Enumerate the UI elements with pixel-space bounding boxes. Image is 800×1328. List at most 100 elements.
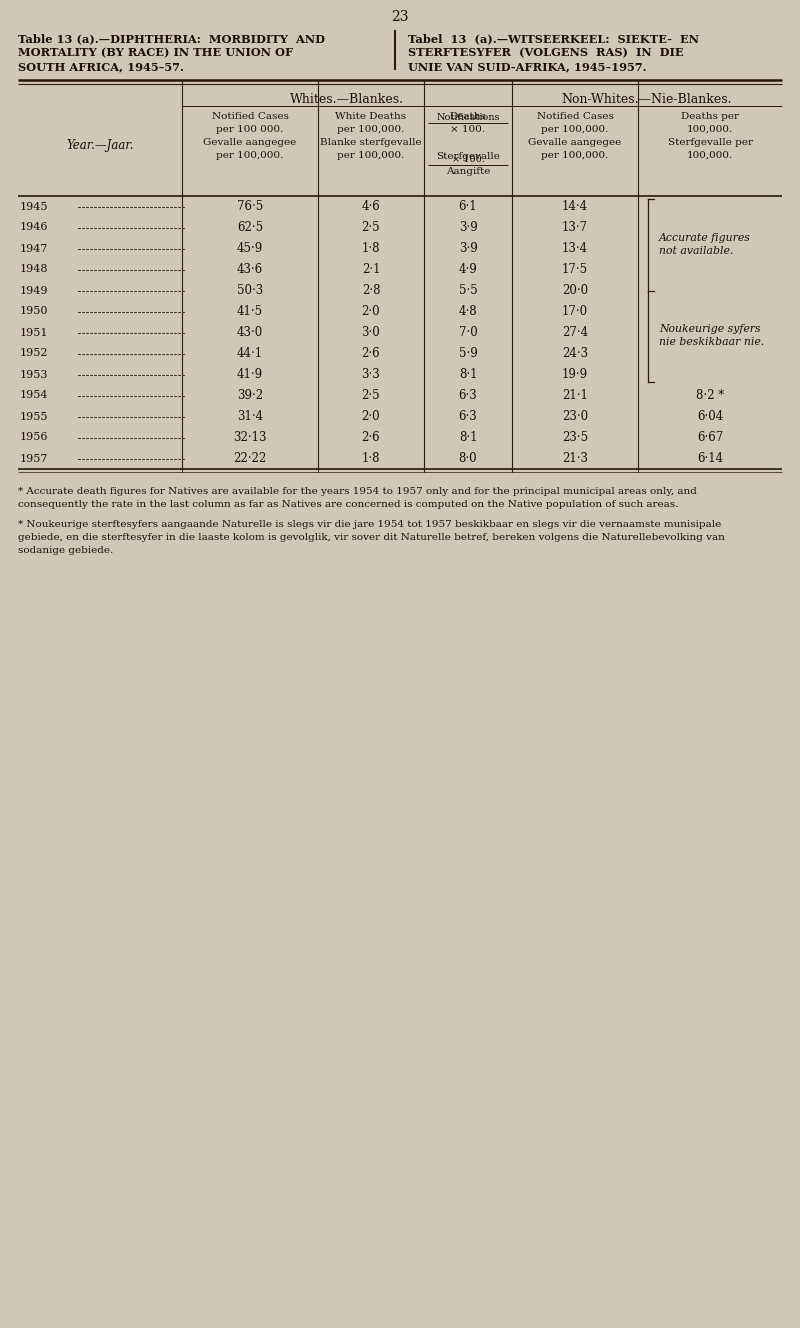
- Text: 1950: 1950: [20, 307, 49, 316]
- Text: UNIE VAN SUID-AFRIKA, 1945–1957.: UNIE VAN SUID-AFRIKA, 1945–1957.: [408, 61, 646, 72]
- Text: 44·1: 44·1: [237, 347, 263, 360]
- Text: per 100,000.: per 100,000.: [338, 125, 405, 134]
- Text: 1955: 1955: [20, 412, 49, 421]
- Text: 1957: 1957: [20, 453, 48, 463]
- Text: 32·13: 32·13: [234, 432, 266, 444]
- Text: 23: 23: [391, 11, 409, 24]
- Text: 6·67: 6·67: [697, 432, 723, 444]
- Text: 24·3: 24·3: [562, 347, 588, 360]
- Text: 2·0: 2·0: [362, 410, 380, 424]
- Text: 20·0: 20·0: [562, 284, 588, 297]
- Text: 6·3: 6·3: [458, 410, 478, 424]
- Text: * Noukeurige sterftesyfers aangaande Naturelle is slegs vir die jare 1954 tot 19: * Noukeurige sterftesyfers aangaande Nat…: [18, 521, 722, 529]
- Text: 8·0: 8·0: [458, 452, 478, 465]
- Text: Year.—Jaar.: Year.—Jaar.: [66, 138, 134, 151]
- Text: 2·5: 2·5: [362, 389, 380, 402]
- Text: Gevalle aangegee: Gevalle aangegee: [528, 138, 622, 147]
- Text: 2·5: 2·5: [362, 220, 380, 234]
- Text: 13·4: 13·4: [562, 242, 588, 255]
- Text: Table 13 (a).—DIPHTHERIA:  MORBIDITY  AND: Table 13 (a).—DIPHTHERIA: MORBIDITY AND: [18, 33, 325, 44]
- Text: 76·5: 76·5: [237, 201, 263, 212]
- Text: 14·4: 14·4: [562, 201, 588, 212]
- Text: Noukeurige syfers: Noukeurige syfers: [659, 324, 761, 335]
- Text: 13·7: 13·7: [562, 220, 588, 234]
- Text: 2·1: 2·1: [362, 263, 380, 276]
- Text: 3·3: 3·3: [362, 368, 380, 381]
- Text: 17·0: 17·0: [562, 305, 588, 317]
- Text: 23·0: 23·0: [562, 410, 588, 424]
- Text: 1953: 1953: [20, 369, 49, 380]
- Text: 21·1: 21·1: [562, 389, 588, 402]
- Text: 41·9: 41·9: [237, 368, 263, 381]
- Text: 2·6: 2·6: [362, 432, 380, 444]
- Text: 2·6: 2·6: [362, 347, 380, 360]
- Text: 43·6: 43·6: [237, 263, 263, 276]
- Text: 1956: 1956: [20, 433, 49, 442]
- Text: Sterfgevalle per: Sterfgevalle per: [667, 138, 753, 147]
- Text: 3·9: 3·9: [458, 242, 478, 255]
- Text: 8·2 *: 8·2 *: [696, 389, 724, 402]
- Text: 31·4: 31·4: [237, 410, 263, 424]
- Text: Notified Cases: Notified Cases: [537, 112, 614, 121]
- Text: per 100,000.: per 100,000.: [542, 151, 609, 159]
- Text: 3·0: 3·0: [362, 325, 380, 339]
- Text: 62·5: 62·5: [237, 220, 263, 234]
- Text: White Deaths: White Deaths: [335, 112, 406, 121]
- Text: 1948: 1948: [20, 264, 49, 275]
- Text: 27·4: 27·4: [562, 325, 588, 339]
- Text: 41·5: 41·5: [237, 305, 263, 317]
- Text: Accurate figures: Accurate figures: [659, 232, 751, 243]
- Text: 6·04: 6·04: [697, 410, 723, 424]
- Text: per 100 000.: per 100 000.: [216, 125, 284, 134]
- Text: 1946: 1946: [20, 223, 49, 232]
- Text: 50·3: 50·3: [237, 284, 263, 297]
- Text: 100,000.: 100,000.: [687, 125, 733, 134]
- Text: * Accurate death figures for Natives are available for the years 1954 to 1957 on: * Accurate death figures for Natives are…: [18, 487, 697, 495]
- Text: 1951: 1951: [20, 328, 49, 337]
- Text: per 100,000.: per 100,000.: [542, 125, 609, 134]
- Text: Tabel  13  (a).—WITSEERKEEL:  SIEKTE-  EN: Tabel 13 (a).—WITSEERKEEL: SIEKTE- EN: [408, 33, 699, 44]
- Text: 43·0: 43·0: [237, 325, 263, 339]
- Text: Deaths per: Deaths per: [681, 112, 739, 121]
- Text: 4·8: 4·8: [458, 305, 478, 317]
- Text: Gevalle aangegee: Gevalle aangegee: [203, 138, 297, 147]
- Text: Sterfgevalle: Sterfgevalle: [436, 151, 500, 161]
- Text: 17·5: 17·5: [562, 263, 588, 276]
- Text: 1947: 1947: [20, 243, 48, 254]
- Text: STERFTESYFER  (VOLGENS  RAS)  IN  DIE: STERFTESYFER (VOLGENS RAS) IN DIE: [408, 46, 684, 58]
- Text: 2·8: 2·8: [362, 284, 380, 297]
- Text: 45·9: 45·9: [237, 242, 263, 255]
- Text: × 100.: × 100.: [450, 125, 486, 134]
- Text: gebiede, en die sterftesyfer in die laaste kolom is gevolglik, vir sover dit Nat: gebiede, en die sterftesyfer in die laas…: [18, 533, 725, 542]
- Text: 5·9: 5·9: [458, 347, 478, 360]
- Text: 4·6: 4·6: [362, 201, 380, 212]
- Text: 1954: 1954: [20, 390, 49, 401]
- Text: nie beskikbaar nie.: nie beskikbaar nie.: [659, 337, 764, 347]
- Text: Aangifte: Aangifte: [446, 167, 490, 177]
- Text: 22·22: 22·22: [234, 452, 266, 465]
- Text: consequently the rate in the last column as far as Natives are concerned is comp: consequently the rate in the last column…: [18, 501, 678, 509]
- Text: Notified Cases: Notified Cases: [211, 112, 289, 121]
- Text: 8·1: 8·1: [458, 432, 478, 444]
- Text: Notifications: Notifications: [436, 113, 500, 122]
- Text: 100,000.: 100,000.: [687, 151, 733, 159]
- Text: per 100,000.: per 100,000.: [216, 151, 284, 159]
- Text: Deaths: Deaths: [450, 112, 486, 121]
- Text: MORTALITY (BY RACE) IN THE UNION OF: MORTALITY (BY RACE) IN THE UNION OF: [18, 46, 293, 58]
- Text: not available.: not available.: [659, 246, 734, 256]
- Text: 6·3: 6·3: [458, 389, 478, 402]
- Text: per 100,000.: per 100,000.: [338, 151, 405, 159]
- Text: 1·8: 1·8: [362, 452, 380, 465]
- Text: 2·0: 2·0: [362, 305, 380, 317]
- Text: × 100.: × 100.: [451, 155, 485, 163]
- Text: 8·1: 8·1: [458, 368, 478, 381]
- Text: 1952: 1952: [20, 348, 49, 359]
- Text: SOUTH AFRICA, 1945–57.: SOUTH AFRICA, 1945–57.: [18, 61, 184, 72]
- Text: 1949: 1949: [20, 286, 49, 296]
- Text: 4·9: 4·9: [458, 263, 478, 276]
- Text: Non-Whites.—Nie-Blankes.: Non-Whites.—Nie-Blankes.: [562, 93, 732, 106]
- Text: 5·5: 5·5: [458, 284, 478, 297]
- Text: 21·3: 21·3: [562, 452, 588, 465]
- Text: 3·9: 3·9: [458, 220, 478, 234]
- Text: 19·9: 19·9: [562, 368, 588, 381]
